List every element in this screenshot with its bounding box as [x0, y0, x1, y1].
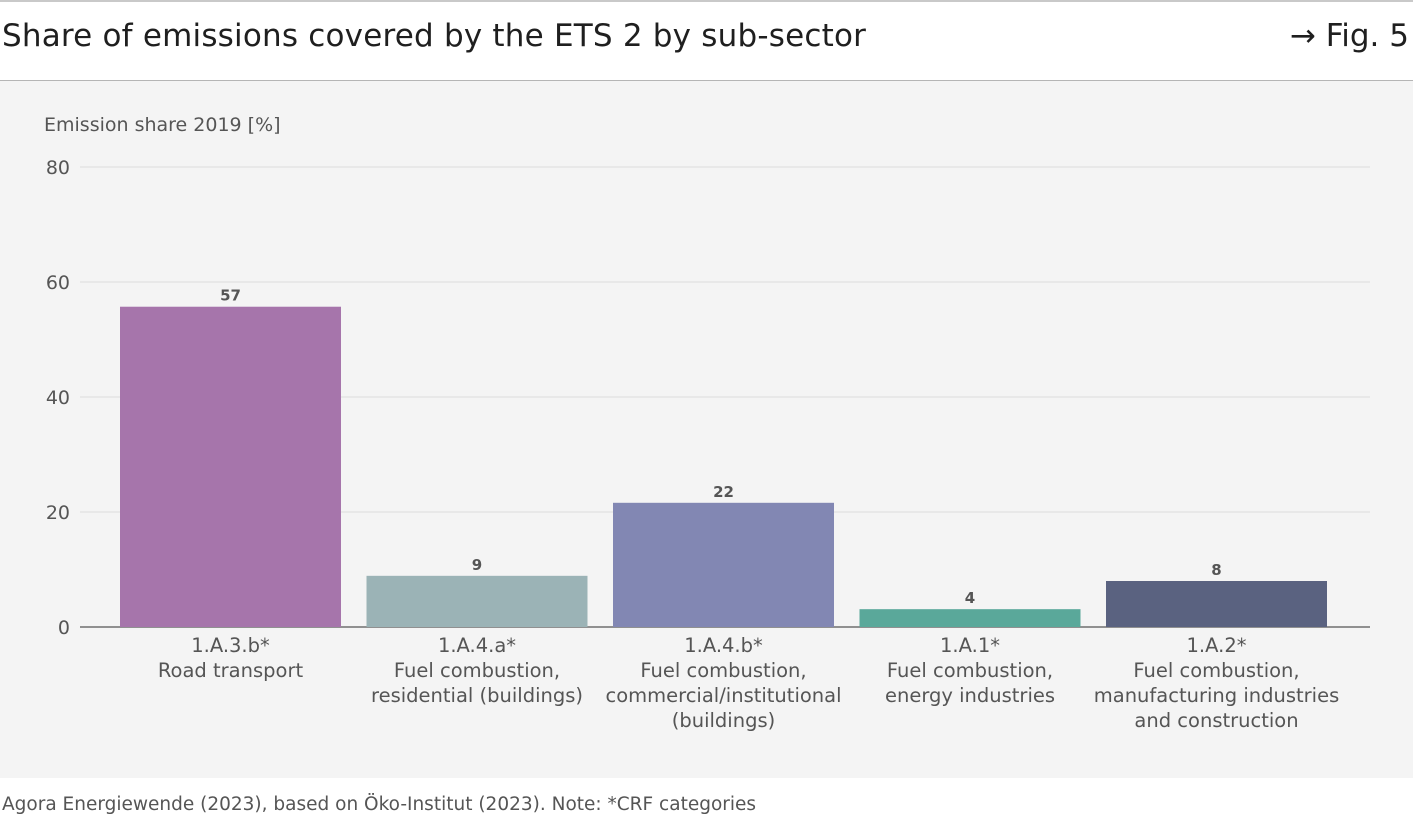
x-tick-label: Road transport	[158, 659, 304, 682]
bar	[859, 609, 1081, 627]
figure-label: → Fig. 5	[1289, 18, 1409, 54]
bar-value-label: 8	[1211, 561, 1221, 579]
x-tick-label: residential (buildings)	[371, 684, 583, 707]
x-tick-label: 1.A.1*	[940, 634, 1000, 657]
x-tick-label: energy industries	[885, 684, 1055, 707]
y-tick-label: 0	[58, 617, 70, 639]
x-tick-label: Fuel combustion,	[394, 659, 560, 682]
figure-header: Share of emissions covered by the ETS 2 …	[0, 0, 1413, 81]
y-tick-label: 20	[46, 502, 70, 524]
chart-title: Share of emissions covered by the ETS 2 …	[2, 18, 867, 54]
y-axis-label: Emission share 2019 [%]	[44, 114, 281, 136]
bar-value-label: 57	[220, 287, 241, 305]
y-tick-label: 80	[46, 157, 70, 179]
x-tick-label: 1.A.2*	[1187, 634, 1247, 657]
x-tick-label: commercial/institutional	[605, 684, 841, 707]
top-rule	[0, 0, 1413, 2]
x-tick-label: Fuel combustion,	[640, 659, 806, 682]
source-note: Agora Energiewende (2023), based on Öko-…	[2, 794, 757, 815]
x-tick-label: and construction	[1134, 709, 1298, 732]
x-tick-label: 1.A.4.b*	[684, 634, 763, 657]
x-tick-label: Fuel combustion,	[887, 659, 1053, 682]
bar-value-label: 22	[713, 483, 734, 501]
bar-value-label: 9	[472, 556, 482, 574]
bar-value-label: 4	[965, 589, 975, 607]
x-tick-label: 1.A.3.b*	[191, 634, 270, 657]
bar	[1106, 581, 1327, 627]
x-tick-label: 1.A.4.a*	[438, 634, 516, 657]
y-tick-label: 60	[46, 272, 70, 294]
bar	[366, 575, 588, 627]
y-tick-label: 40	[46, 387, 70, 409]
x-tick-label: Fuel combustion,	[1133, 659, 1299, 682]
x-tick-label: manufacturing industries	[1094, 684, 1339, 707]
bar	[120, 306, 341, 627]
bar	[613, 502, 834, 627]
x-tick-label: (buildings)	[672, 709, 775, 732]
